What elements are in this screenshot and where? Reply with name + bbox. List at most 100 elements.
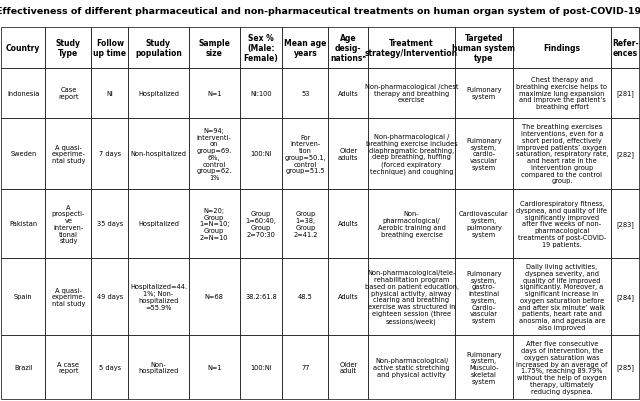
Bar	[455, 69, 513, 118]
Text: Sweden: Sweden	[10, 151, 36, 157]
Text: Pakistan: Pakistan	[9, 221, 37, 227]
Bar	[611, 118, 639, 190]
Bar	[240, 69, 282, 118]
Bar	[611, 28, 639, 69]
Bar	[1, 190, 45, 258]
Text: Non-
hospitalized: Non- hospitalized	[138, 361, 179, 374]
Text: Older
adults: Older adults	[338, 148, 358, 160]
Bar	[189, 69, 240, 118]
Text: N=68: N=68	[205, 294, 223, 300]
Bar	[189, 258, 240, 335]
Bar	[513, 69, 611, 118]
Text: Group
1=60:40,
Group
2=70:30: Group 1=60:40, Group 2=70:30	[246, 211, 276, 237]
Bar	[45, 69, 92, 118]
Text: 100:NI: 100:NI	[250, 151, 272, 157]
Text: 38.2:61.8: 38.2:61.8	[245, 294, 277, 300]
Bar	[45, 28, 92, 69]
Bar	[455, 190, 513, 258]
Bar	[328, 28, 368, 69]
Bar	[282, 258, 328, 335]
Text: Pulmonary
system,
cardio-
vascular
system: Pulmonary system, cardio- vascular syste…	[466, 138, 502, 170]
Bar	[282, 69, 328, 118]
Text: N=94;
interventi-
on
group=69.
6%,
control
group=62.
1%: N=94; interventi- on group=69. 6%, contr…	[196, 128, 232, 181]
Text: After five consecutive
days of intervention, the
oxygen saturation was
increased: After five consecutive days of intervent…	[516, 340, 608, 394]
Bar	[328, 190, 368, 258]
Text: Hospitalized: Hospitalized	[138, 221, 179, 227]
Text: Group
1=38,
Group
2=41.2: Group 1=38, Group 2=41.2	[293, 211, 317, 237]
Bar	[92, 190, 129, 258]
Bar	[129, 258, 189, 335]
Text: Adults: Adults	[338, 91, 359, 97]
Bar	[129, 69, 189, 118]
Text: Daily living activities,
dyspnea severity, and
quality of life improved
signific: Daily living activities, dyspnea severit…	[518, 263, 605, 330]
Text: N=1: N=1	[207, 91, 221, 97]
Text: NI: NI	[106, 91, 113, 97]
Text: Mean age
years: Mean age years	[284, 39, 326, 58]
Text: Country: Country	[6, 44, 40, 53]
Text: A quasi-
experime-
ntal study: A quasi- experime- ntal study	[51, 287, 85, 306]
Text: Older
adult: Older adult	[339, 361, 358, 374]
Text: 5 days: 5 days	[99, 364, 121, 370]
Bar	[45, 118, 92, 190]
Text: Pulmonary
system,
gastro-
intestinal
system,
Cardio-
vascular
system: Pulmonary system, gastro- intestinal sys…	[466, 270, 502, 323]
Bar	[282, 28, 328, 69]
Text: Chest therapy and
breathing exercise helps to
maximize lung expansion
and improv: Chest therapy and breathing exercise hel…	[516, 77, 607, 110]
Bar	[513, 28, 611, 69]
Text: Non-pharmacological /chest
therapy and breathing
exercise: Non-pharmacological /chest therapy and b…	[365, 84, 458, 103]
Text: The breathing exercises
interventions, even for a
short period, effectively
impr: The breathing exercises interventions, e…	[516, 124, 608, 184]
Bar	[45, 258, 92, 335]
Bar	[1, 335, 45, 399]
Text: Findings: Findings	[543, 44, 580, 53]
Text: [285]: [285]	[616, 364, 634, 371]
Bar	[368, 69, 455, 118]
Bar	[513, 335, 611, 399]
Text: Spain: Spain	[14, 294, 33, 300]
Bar	[240, 28, 282, 69]
Bar	[240, 190, 282, 258]
Bar	[129, 28, 189, 69]
Bar	[282, 118, 328, 190]
Bar	[1, 69, 45, 118]
Bar	[129, 190, 189, 258]
Bar	[328, 69, 368, 118]
Text: Refer-
ences: Refer- ences	[612, 39, 639, 58]
Bar	[611, 69, 639, 118]
Bar	[368, 28, 455, 69]
Bar	[92, 335, 129, 399]
Text: A quasi-
experime-
ntal study: A quasi- experime- ntal study	[51, 144, 85, 164]
Bar	[45, 190, 92, 258]
Text: N=20;
Group
1=N=10;
Group
2=N=10: N=20; Group 1=N=10; Group 2=N=10	[199, 207, 230, 240]
Text: Follow
up time: Follow up time	[93, 39, 126, 58]
Text: Sex %
(Male:
Female): Sex % (Male: Female)	[244, 34, 278, 63]
Text: N=1: N=1	[207, 364, 221, 370]
Bar	[611, 190, 639, 258]
Bar	[455, 118, 513, 190]
Text: Adults: Adults	[338, 294, 359, 300]
Bar	[92, 69, 129, 118]
Bar	[189, 190, 240, 258]
Bar	[240, 335, 282, 399]
Text: Non-pharmacological/
active static stretching
and physical activity: Non-pharmacological/ active static stret…	[373, 357, 450, 377]
Text: Non-pharmacological /
breathing exercise includes
diaphragmatic breathing,
deep : Non-pharmacological / breathing exercise…	[365, 134, 458, 174]
Bar	[1, 118, 45, 190]
Text: 77: 77	[301, 364, 310, 370]
Bar	[129, 118, 189, 190]
Text: A
prospecti-
ve
interven-
tional
study: A prospecti- ve interven- tional study	[52, 204, 85, 244]
Bar	[92, 28, 129, 69]
Bar	[189, 28, 240, 69]
Bar	[129, 335, 189, 399]
Text: Treatment
strategy/Intervention: Treatment strategy/Intervention	[365, 39, 458, 58]
Bar	[368, 335, 455, 399]
Text: A case
report: A case report	[58, 361, 79, 374]
Bar	[282, 190, 328, 258]
Text: [281]: [281]	[616, 90, 634, 97]
Text: Hospitalized=44.
1%; Non-
hospitalized
=55.9%: Hospitalized=44. 1%; Non- hospitalized =…	[130, 284, 187, 310]
Text: Sample
size: Sample size	[198, 39, 230, 58]
Bar	[611, 258, 639, 335]
Bar	[189, 118, 240, 190]
Bar	[328, 258, 368, 335]
Bar	[368, 118, 455, 190]
Text: Table 2: Effectiveness of different pharmaceutical and non-pharmaceutical treatm: Table 2: Effectiveness of different phar…	[0, 7, 640, 16]
Bar	[611, 335, 639, 399]
Text: Pulmonary
system,
Musculo-
skeletal
system: Pulmonary system, Musculo- skeletal syst…	[466, 351, 502, 384]
